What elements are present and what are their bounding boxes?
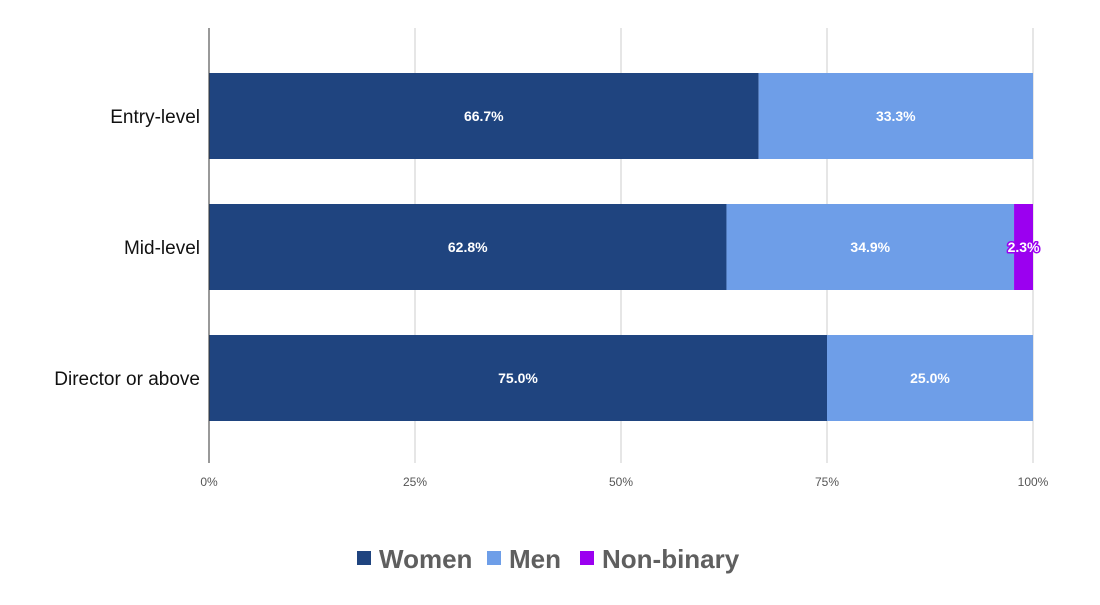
x-tick-label: 25%: [403, 475, 427, 489]
bar-segment-men: [726, 204, 1015, 290]
x-tick-label: 50%: [609, 475, 633, 489]
legend-swatch-women: [357, 551, 371, 565]
bar-segment-non-binary: [1014, 204, 1033, 290]
bar-segment-women: [209, 335, 827, 421]
bar-segment-women: [209, 204, 727, 290]
category-label: Mid-level: [124, 238, 200, 259]
data-label: 66.7%: [464, 108, 504, 124]
x-tick-label: 75%: [815, 475, 839, 489]
data-label: 75.0%: [498, 370, 538, 386]
data-label: 25.0%: [910, 370, 950, 386]
bars: [209, 73, 1033, 421]
data-label: 62.8%: [448, 239, 488, 255]
x-tick-label: 100%: [1018, 475, 1049, 489]
data-label: 2.3%: [1008, 239, 1040, 255]
x-tick-label: 0%: [200, 475, 218, 489]
bar-segment-women: [209, 73, 759, 159]
legend: Women Men Non-binary: [357, 544, 740, 574]
legend-label-women: Women: [379, 544, 472, 574]
axes: 0% 25% 50% 75% 100% Entry-level Mid-level Direc…: [54, 28, 1049, 489]
data-labels: 66.7% 33.3% 62.8% 34.9% 2.3% 75.0% 25.0%: [448, 108, 1042, 386]
category-label: Entry-level: [110, 107, 200, 128]
legend-swatch-non-binary: [580, 551, 594, 565]
legend-label-men: Men: [509, 544, 561, 574]
data-label: 34.9%: [850, 239, 890, 255]
category-label: Director or above: [54, 369, 200, 390]
legend-swatch-men: [487, 551, 501, 565]
legend-label-non-binary: Non-binary: [602, 544, 740, 574]
bar-segment-men: [827, 335, 1033, 421]
data-label: 33.3%: [876, 108, 916, 124]
bar-segment-men: [758, 73, 1033, 159]
